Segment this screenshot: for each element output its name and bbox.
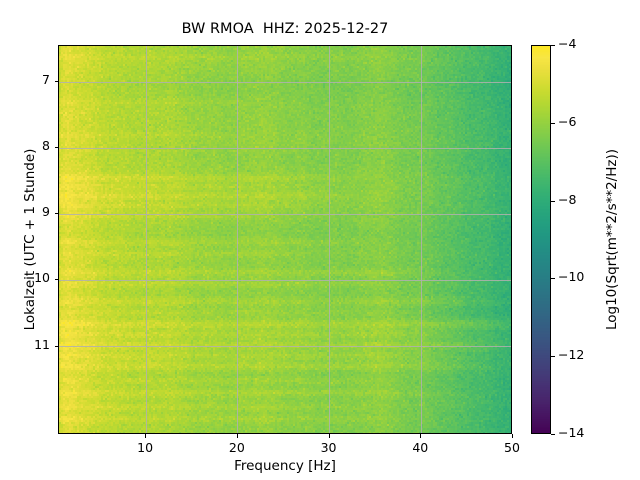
x-tick-label: 40 [412, 440, 429, 455]
colorbar-tick-mark [551, 200, 555, 202]
x-tick-mark [236, 434, 238, 438]
colorbar-tick-mark [551, 278, 555, 280]
y-tick-mark [54, 81, 58, 83]
x-tick-mark [512, 434, 513, 438]
colorbar-gradient [532, 46, 550, 433]
spectrogram-image [59, 46, 511, 433]
x-tick-mark [328, 434, 330, 438]
x-tick-mark [420, 434, 422, 438]
y-tick-mark [54, 213, 58, 215]
y-tick-mark [54, 345, 58, 347]
colorbar-tick-mark [551, 434, 555, 435]
colorbar-tick-mark [551, 356, 555, 358]
spectrogram-axes [58, 45, 512, 434]
x-tick-label: 50 [504, 440, 520, 455]
x-tick-label: 30 [320, 440, 337, 455]
x-tick-label: 10 [137, 440, 154, 455]
y-axis-label: Lokalzeit (UTC + 1 Stunde) [22, 148, 38, 331]
page-title: BW RMOA HHZ: 2025-12-27 [181, 21, 389, 37]
colorbar-tick-mark [551, 122, 555, 124]
y-tick-mark [54, 279, 58, 281]
x-axis-label: Frequency [Hz] [234, 458, 336, 474]
x-tick-label: 20 [228, 440, 245, 455]
colorbar-label: Log10(Sqrt(m**2/s**2/Hz)) [604, 148, 620, 331]
y-tick-mark [54, 147, 58, 149]
x-tick-mark [145, 434, 147, 438]
colorbar [531, 45, 551, 434]
colorbar-tick-mark [551, 45, 555, 46]
